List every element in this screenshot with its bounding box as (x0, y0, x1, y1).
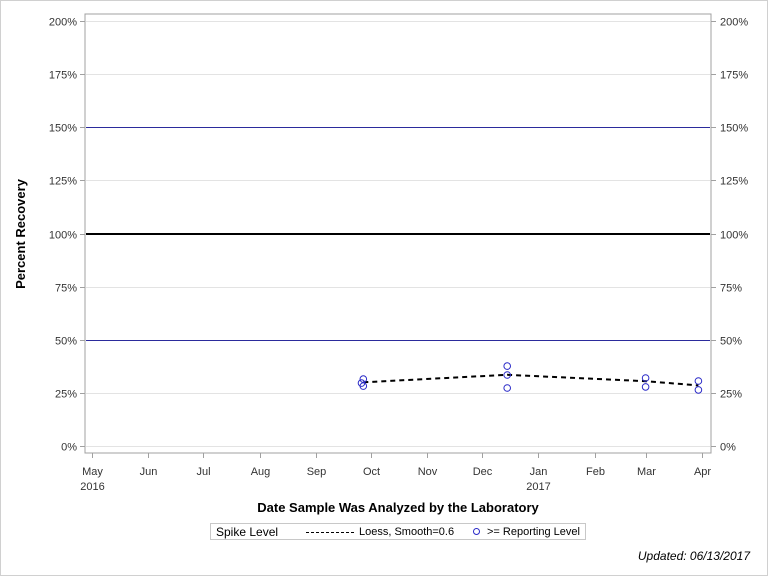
reference-lines (86, 127, 710, 341)
x-tick-label: Mar (637, 466, 656, 478)
x-tick-label: May (82, 466, 103, 478)
data-point (359, 382, 368, 390)
y-tick-label: 125% (720, 176, 748, 188)
x-tick-label: Dec (473, 466, 493, 478)
y-axis-right: 0% 25% 50% 75% 100% 125% 150% 175% 200% (711, 17, 748, 454)
y-tick-label: 100% (720, 230, 748, 242)
y-tick-label: 175% (720, 70, 748, 82)
data-point (694, 386, 703, 394)
y-tick-label: 200% (49, 17, 77, 29)
x-tick-label: Jun (140, 466, 158, 478)
y-tick-label: 25% (720, 389, 742, 401)
y-tick-label: 0% (61, 442, 77, 454)
data-point (503, 384, 512, 392)
plot-area-border (84, 13, 712, 454)
y-tick-label: 0% (720, 442, 736, 454)
data-point (503, 371, 512, 379)
y-tick-label: 25% (55, 389, 77, 401)
y-tick-label: 150% (720, 123, 748, 135)
x-axis-title: Date Sample Was Analyzed by the Laborato… (257, 500, 539, 515)
x-tick-label: Jan (530, 466, 548, 478)
data-point (641, 383, 650, 391)
y-tick-label: 50% (55, 336, 77, 348)
x-tick-year: 2016 (80, 481, 104, 493)
x-tick-label: Oct (363, 466, 380, 478)
y-tick-label: 150% (49, 123, 77, 135)
legend: Spike Level Loess, Smooth=0.6 >= Reporti… (210, 523, 586, 540)
x-tick-label: Nov (418, 466, 438, 478)
dashed-line-icon (306, 532, 354, 533)
legend-points-label: >= Reporting Level (487, 526, 580, 538)
x-tick-label: Apr (694, 466, 711, 478)
y-tick-label: 75% (720, 283, 742, 295)
x-tick-label: Sep (307, 466, 327, 478)
x-tick-label: Aug (251, 466, 271, 478)
loess-line (363, 373, 699, 387)
updated-timestamp: Updated: 06/13/2017 (637, 549, 750, 563)
x-tick-year: 2017 (526, 481, 550, 493)
data-points (357, 362, 703, 394)
data-point (503, 362, 512, 370)
y-tick-label: 200% (720, 17, 748, 29)
open-circle-icon (473, 528, 480, 535)
legend-title: Spike Level (216, 525, 279, 539)
data-point (694, 377, 703, 385)
y-tick-label: 175% (49, 70, 77, 82)
x-tick-label: Jul (196, 466, 210, 478)
y-tick-label: 50% (720, 336, 742, 348)
legend-loess-label: Loess, Smooth=0.6 (359, 526, 455, 538)
y-axis-left: 0% 25% 50% 75% 100% 125% 150% 175% 200% (49, 17, 85, 454)
y-tick-label: 75% (55, 283, 77, 295)
x-axis: May 2016 Jun Jul Aug Sep Oct Nov Dec Jan 2017 Feb Ma… (80, 453, 711, 493)
x-tick-label: Feb (586, 466, 605, 478)
y-tick-label: 125% (49, 176, 77, 188)
y-tick-label: 100% (49, 230, 77, 242)
y-axis-title: Percent Recovery (13, 178, 28, 289)
loess-polyline (363, 373, 699, 387)
data-point (641, 374, 650, 382)
